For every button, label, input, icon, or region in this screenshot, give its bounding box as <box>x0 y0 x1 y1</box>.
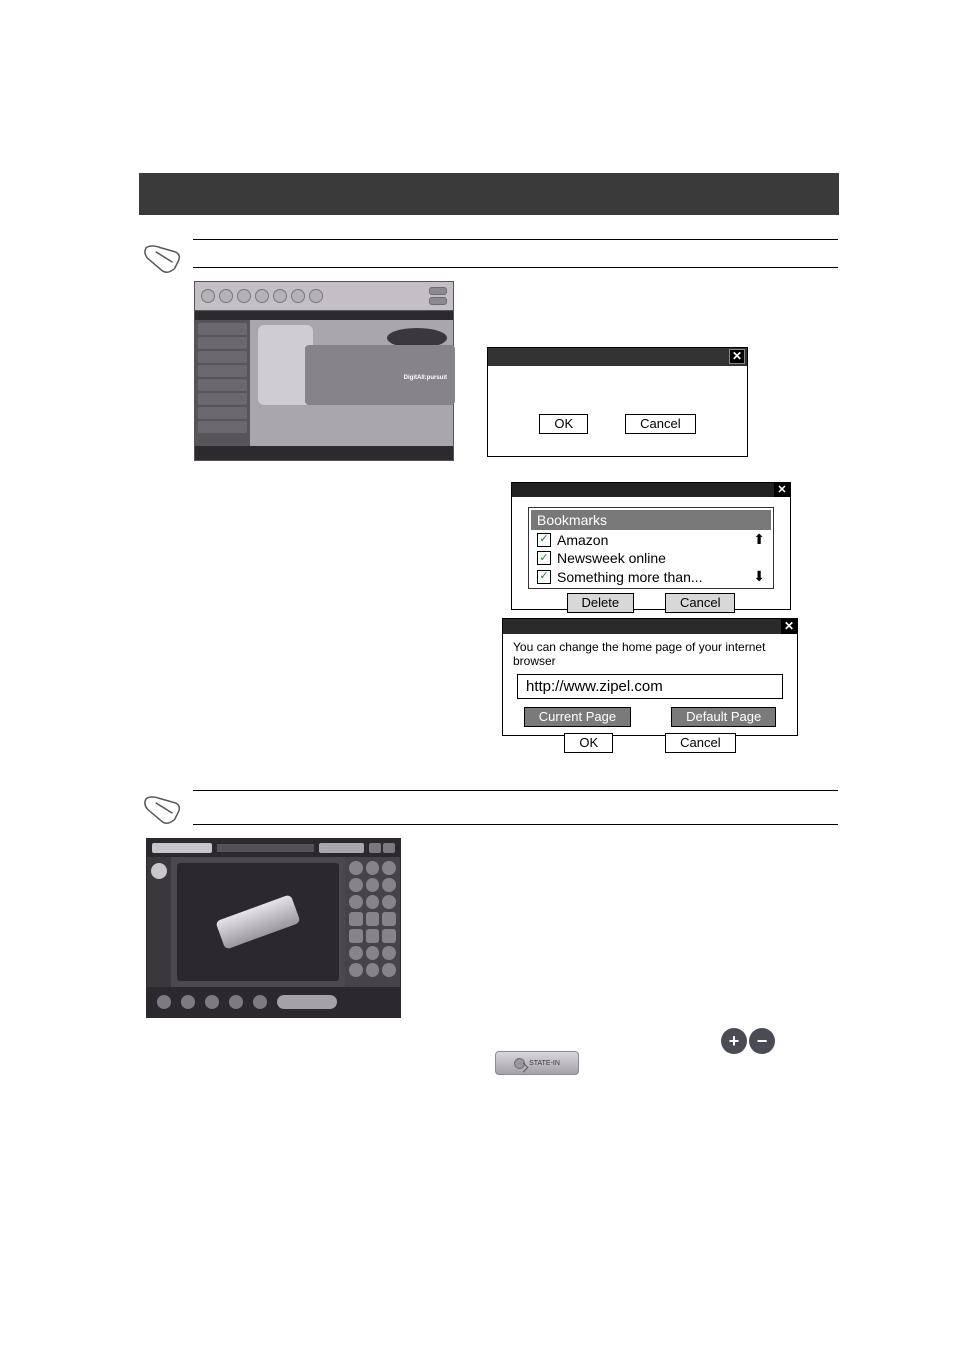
dialog-add-bookmark: ✕ OK Cancel <box>487 347 748 457</box>
figure-tv-screenshot <box>146 838 401 1018</box>
minus-icon[interactable]: − <box>749 1028 775 1054</box>
divider <box>193 239 838 240</box>
cancel-button[interactable]: Cancel <box>665 733 735 753</box>
figure-toolbar <box>195 282 453 310</box>
bookmark-row[interactable]: ✓ Newsweek online <box>531 549 771 567</box>
homepage-message: You can change the home page of your int… <box>503 634 797 672</box>
divider <box>193 824 838 825</box>
divider <box>193 790 838 791</box>
dialog-homepage: ✕ You can change the home page of your i… <box>502 618 798 736</box>
checkbox-icon[interactable]: ✓ <box>537 570 551 584</box>
bookmarks-heading: Bookmarks <box>531 510 771 530</box>
close-icon[interactable]: ✕ <box>781 619 797 634</box>
bookmark-label: Newsweek online <box>557 550 666 566</box>
zoom-out-icon <box>514 1058 525 1069</box>
cancel-button[interactable]: Cancel <box>665 593 735 613</box>
checkbox-icon[interactable]: ✓ <box>537 533 551 547</box>
bookmark-row[interactable]: ✓ Amazon ⬆ <box>531 530 771 549</box>
bookmark-label: Something more than... <box>557 569 703 585</box>
state-in-button[interactable]: STATE-IN <box>495 1051 579 1075</box>
close-icon[interactable]: ✕ <box>729 349 745 364</box>
plus-icon[interactable]: + <box>721 1028 747 1054</box>
cancel-button[interactable]: Cancel <box>625 414 695 434</box>
divider <box>193 267 838 268</box>
ok-button[interactable]: OK <box>564 733 613 753</box>
scroll-down-icon[interactable]: ⬇ <box>753 568 765 585</box>
current-page-button[interactable]: Current Page <box>524 707 631 727</box>
close-icon[interactable]: ✕ <box>774 483 790 497</box>
section-header-bar <box>139 173 839 215</box>
scroll-up-icon[interactable]: ⬆ <box>753 531 765 548</box>
checkbox-icon[interactable]: ✓ <box>537 551 551 565</box>
dialog-titlebar: ✕ <box>488 348 747 366</box>
dialog-bookmarks: ✕ Bookmarks ✓ Amazon ⬆ ✓ Newsweek online… <box>511 482 791 610</box>
note-icon <box>141 788 183 830</box>
bookmark-label: Amazon <box>557 532 608 548</box>
bookmark-row[interactable]: ✓ Something more than... ⬇ <box>531 567 771 586</box>
state-in-label: STATE-IN <box>529 1060 560 1067</box>
zoom-badges: + − <box>721 1028 775 1054</box>
note-icon <box>141 237 183 279</box>
homepage-url-field[interactable]: http://www.zipel.com <box>517 674 783 699</box>
figure-browser-screenshot: DigitAll:pursuit <box>194 281 454 461</box>
figure-hero-caption: DigitAll:pursuit <box>404 375 447 381</box>
delete-button[interactable]: Delete <box>567 593 635 613</box>
default-page-button[interactable]: Default Page <box>671 707 776 727</box>
ok-button[interactable]: OK <box>539 414 588 434</box>
